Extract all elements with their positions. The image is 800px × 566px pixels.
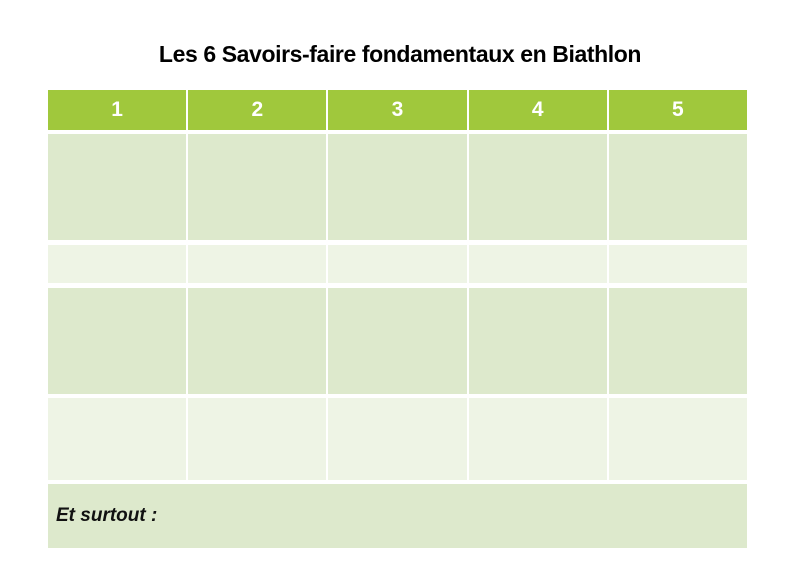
- table-header-row: 1 2 3 4 5: [48, 90, 747, 130]
- table-cell: [188, 398, 327, 480]
- table-cell: [188, 245, 327, 283]
- table-cell: [328, 134, 467, 240]
- table-cell: [48, 134, 187, 240]
- table-row-2: [48, 245, 747, 283]
- table-cell: [468, 288, 607, 394]
- table-cell: [188, 134, 327, 240]
- table-cell: [608, 398, 747, 480]
- table-cell: [608, 288, 747, 394]
- table-cell: [188, 288, 327, 394]
- table-cell: [48, 288, 187, 394]
- table-cell: [608, 134, 747, 240]
- header-cell-1: 1: [48, 90, 187, 130]
- table-cell: [48, 398, 187, 480]
- table-cell: [328, 245, 467, 283]
- slide-title: Les 6 Savoirs-faire fondamentaux en Biat…: [158, 41, 642, 67]
- header-cell-5: 5: [608, 90, 747, 130]
- table-row-3: [48, 288, 747, 394]
- header-cell-3: 3: [328, 90, 467, 130]
- header-cell-2: 2: [188, 90, 327, 130]
- footer-label: Et surtout :: [56, 505, 158, 526]
- table-footer-row: Et surtout :: [48, 484, 747, 548]
- table-row-4: [48, 398, 747, 480]
- table-cell: [48, 245, 187, 283]
- table-cell: [328, 288, 467, 394]
- table-row-1: [48, 134, 747, 240]
- table-cell: [328, 398, 467, 480]
- table-cell: [608, 245, 747, 283]
- header-cell-4: 4: [468, 90, 607, 130]
- table-cell: [468, 398, 607, 480]
- savoir-table: 1 2 3 4 5: [48, 90, 747, 548]
- table-cell: [468, 245, 607, 283]
- table-cell: [468, 134, 607, 240]
